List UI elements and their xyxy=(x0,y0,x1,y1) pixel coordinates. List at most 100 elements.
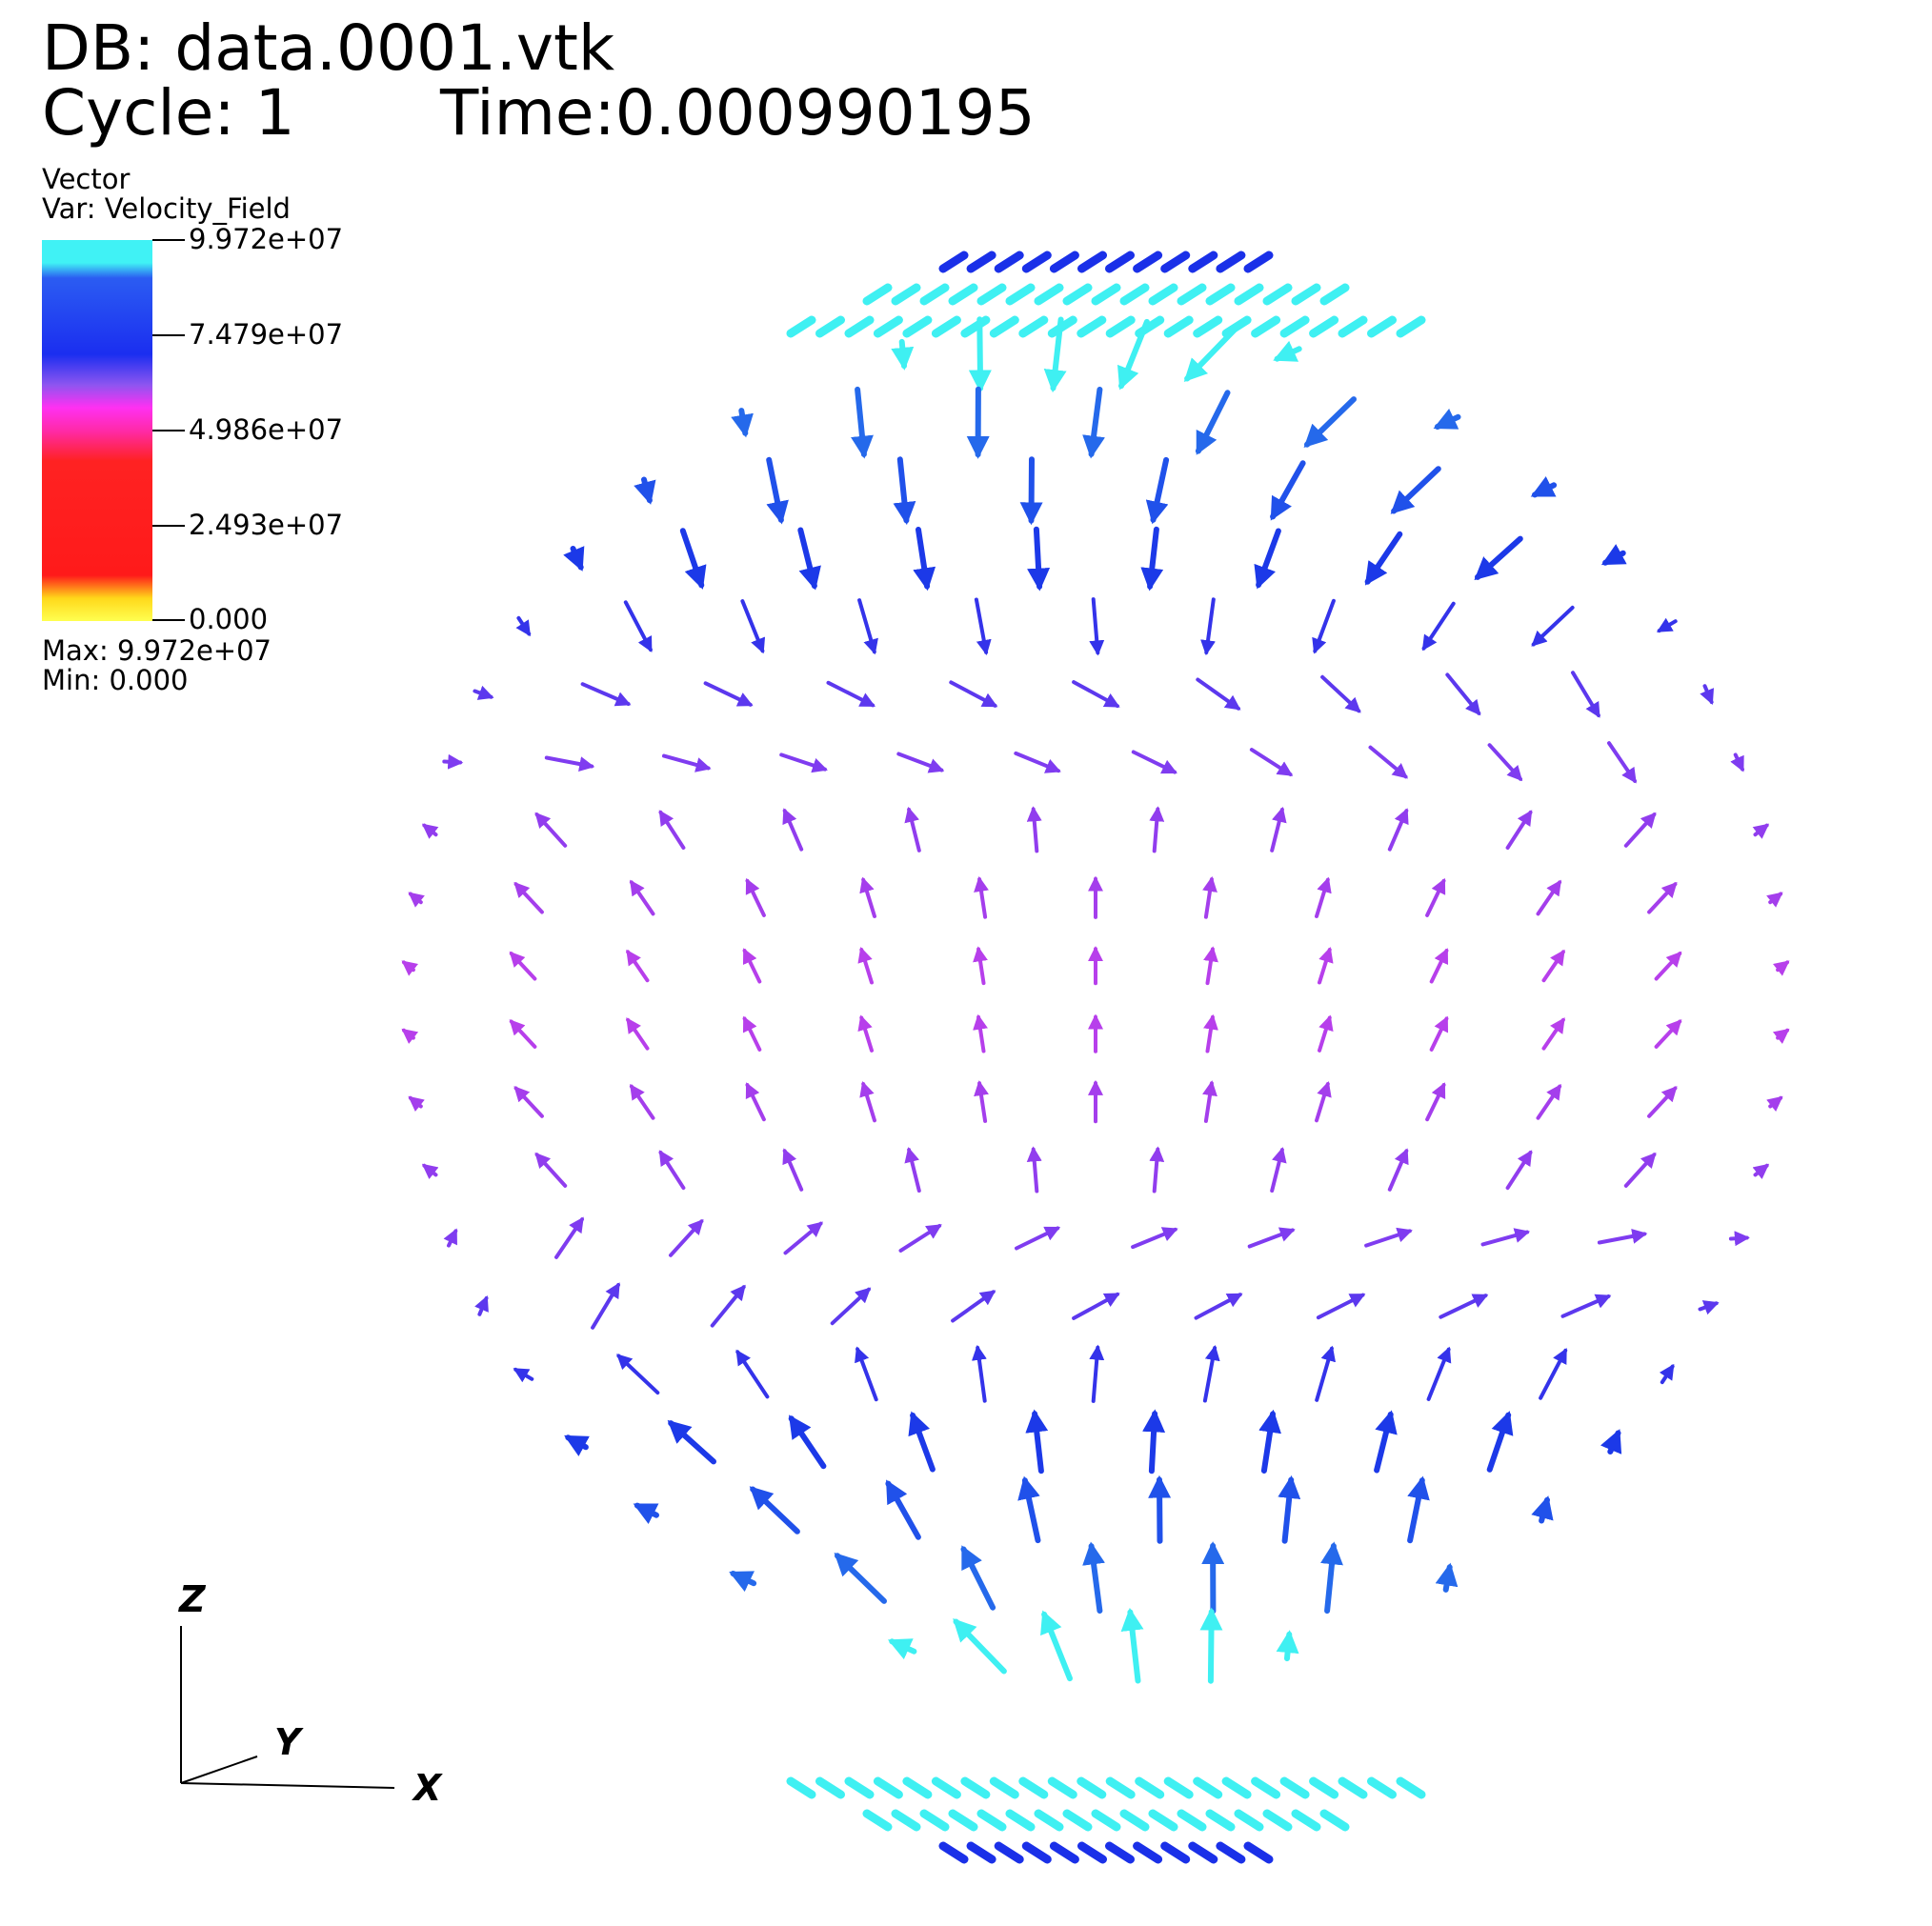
velocity-arrow xyxy=(1315,1345,1337,1402)
velocity-arrow xyxy=(1203,1013,1218,1053)
velocity-arrow xyxy=(580,682,632,707)
velocity-arrow xyxy=(1647,881,1678,914)
velocity-arrow xyxy=(1270,460,1306,521)
velocity-arrow xyxy=(1119,283,1150,306)
velocity-arrow xyxy=(1320,1541,1343,1615)
velocity-arrow xyxy=(623,600,653,652)
velocity-arrow xyxy=(1018,1776,1049,1799)
velocity-arrow xyxy=(658,810,686,850)
velocity-arrow xyxy=(1135,315,1165,338)
velocity-arrow xyxy=(1319,1809,1350,1832)
velocity-arrow xyxy=(902,1776,933,1799)
velocity-arrow xyxy=(1163,315,1194,338)
velocity-arrow xyxy=(1656,617,1678,633)
velocity-arrow xyxy=(742,1015,762,1052)
velocity-arrow xyxy=(904,806,921,853)
velocity-arrow xyxy=(1202,1345,1220,1403)
velocity-arrow xyxy=(1133,251,1163,273)
velocity-arrow xyxy=(1135,1776,1165,1799)
velocity-arrow xyxy=(960,1776,991,1799)
velocity-arrow xyxy=(1105,1841,1135,1864)
velocity-arrow xyxy=(931,315,961,338)
velocity-arrow xyxy=(1131,750,1177,774)
velocity-arrow xyxy=(973,946,988,986)
velocity-arrow xyxy=(1439,1294,1489,1319)
velocity-arrow xyxy=(1560,1294,1612,1318)
velocity-arrow xyxy=(1091,1809,1121,1832)
velocity-arrow xyxy=(1487,743,1523,782)
velocity-arrow xyxy=(1160,1841,1191,1864)
velocity-arrow xyxy=(1205,1809,1236,1832)
velocity-arrow xyxy=(885,1479,921,1540)
velocity-arrow xyxy=(1278,1475,1301,1544)
velocity-arrow xyxy=(782,1148,804,1192)
velocity-arrow xyxy=(1435,1562,1459,1593)
velocity-arrow xyxy=(1017,1475,1041,1544)
velocity-arrow xyxy=(1089,1344,1105,1403)
velocity-arrow xyxy=(1040,1610,1073,1682)
velocity-arrow xyxy=(1387,808,1409,852)
colorbar-tick-label: 7.479e+07 xyxy=(189,318,344,351)
velocity-arrow xyxy=(1021,1841,1052,1864)
velocity-arrow xyxy=(1318,947,1334,985)
velocity-arrow xyxy=(740,599,766,654)
velocity-arrow xyxy=(1607,741,1637,784)
velocity-arrow xyxy=(902,315,933,338)
velocity-arrow xyxy=(515,615,532,637)
velocity-arrow xyxy=(948,1809,978,1832)
velocity-arrow xyxy=(1049,251,1079,273)
velocity-arrow xyxy=(703,681,754,707)
velocity-arrow xyxy=(976,1809,1007,1832)
colorbar-tick-label: 9.972e+07 xyxy=(189,223,344,255)
velocity-arrow xyxy=(938,1841,969,1864)
velocity-arrow xyxy=(745,877,766,917)
velocity-arrow xyxy=(951,1290,996,1323)
velocity-arrow xyxy=(1396,315,1426,338)
velocity-arrow xyxy=(626,949,650,983)
velocity-arrow xyxy=(1772,960,1790,976)
velocity-arrow xyxy=(1319,283,1350,306)
velocity-arrow xyxy=(1396,1776,1426,1799)
velocity-arrow xyxy=(731,408,754,438)
z-axis-label: Z xyxy=(178,1578,207,1620)
velocity-arrow xyxy=(1148,1809,1178,1832)
x-axis-line xyxy=(180,1782,395,1789)
velocity-arrow xyxy=(634,476,656,505)
velocity-arrow xyxy=(1303,396,1357,449)
velocity-arrow xyxy=(1270,806,1287,853)
velocity-arrow xyxy=(844,1776,875,1799)
velocity-arrow xyxy=(1202,1080,1218,1123)
velocity-arrow xyxy=(1309,1776,1339,1799)
velocity-arrow xyxy=(913,527,936,592)
velocity-arrow xyxy=(1047,1776,1077,1799)
velocity-arrow xyxy=(815,315,845,338)
velocity-arrow xyxy=(1047,315,1077,338)
velocity-arrow xyxy=(826,680,875,708)
velocity-arrow xyxy=(994,1841,1024,1864)
velocity-arrow xyxy=(1049,1841,1079,1864)
velocity-arrow xyxy=(873,1776,903,1799)
velocity-arrow xyxy=(1730,752,1744,772)
colorbar-tick-label: 4.986e+07 xyxy=(189,413,344,446)
velocity-arrow xyxy=(855,1346,878,1402)
velocity-arrow xyxy=(1374,1410,1398,1474)
legend-variable: Var: Velocity_Field xyxy=(42,192,291,225)
colorbar-tick-label: 0.000 xyxy=(189,603,269,635)
velocity-arrows xyxy=(401,251,1790,1864)
velocity-arrow xyxy=(1505,1150,1533,1191)
velocity-arrow xyxy=(797,527,821,591)
velocity-arrow xyxy=(1034,283,1064,306)
velocity-arrow xyxy=(509,951,537,981)
velocity-arrow xyxy=(1105,315,1136,338)
velocity-arrow xyxy=(1194,1293,1243,1320)
velocity-arrow xyxy=(949,680,998,708)
velocity-arrow xyxy=(893,456,916,526)
velocity-arrow xyxy=(1077,315,1107,338)
velocity-arrow xyxy=(1188,1841,1218,1864)
velocity-arrow xyxy=(1015,1226,1061,1251)
velocity-arrow xyxy=(1177,1809,1207,1832)
velocity-arrow xyxy=(1062,283,1093,306)
velocity-arrow xyxy=(1600,544,1627,566)
velocity-arrow xyxy=(1480,1228,1531,1247)
velocity-arrow xyxy=(616,1354,660,1395)
